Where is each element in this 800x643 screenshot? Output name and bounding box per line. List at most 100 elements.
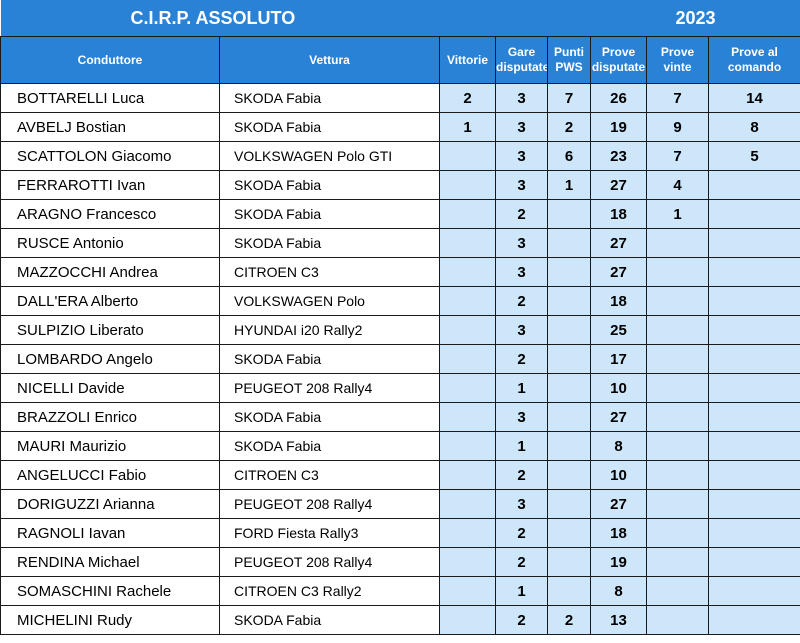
stages-cell: 8 [590,576,648,606]
stages-cell: 27 [590,228,648,258]
races-cell: 1 [495,431,548,461]
wins-cell [439,228,496,258]
stages-won-cell: 7 [646,141,710,171]
table-row: BOTTARELLI Luca SKODA Fabia 2 3 7 26 7 14 [0,83,800,113]
car-cell: SKODA Fabia [219,431,440,461]
pws-cell [546,228,592,258]
stages-lead-cell [708,431,800,461]
col-header-car: Vettura [219,36,440,84]
car-cell: CITROEN C3 [219,460,440,490]
stages-won-cell: 1 [646,199,710,229]
pws-cell: 1 [546,170,592,200]
driver-cell: RUSCE Antonio [0,228,220,258]
table-row: SULPIZIO Liberato HYUNDAI i20 Rally2 3 25 [0,315,800,345]
stages-won-cell [646,460,710,490]
stages-won-cell: 7 [646,83,710,113]
wins-cell [439,605,496,635]
stages-lead-cell [708,518,800,548]
driver-cell: LOMBARDO Angelo [0,344,220,374]
stages-won-cell: 9 [646,112,710,142]
table-row: AVBELJ Bostian SKODA Fabia 1 3 2 19 9 8 [0,112,800,142]
driver-cell: MAZZOCCHI Andrea [0,257,220,287]
stages-lead-cell [708,547,800,577]
car-cell: PEUGEOT 208 Rally4 [219,373,440,403]
col-header-stages-won: Prove vinte [646,36,710,84]
car-cell: SKODA Fabia [219,112,440,142]
car-cell: SKODA Fabia [219,228,440,258]
pws-cell [546,431,592,461]
stages-won-cell [646,576,710,606]
wins-cell [439,199,496,229]
stages-lead-cell: 14 [708,83,800,113]
stages-won-cell [646,344,710,374]
car-cell: PEUGEOT 208 Rally4 [219,489,440,519]
car-cell: VOLKSWAGEN Polo GTI [219,141,440,171]
header-row: Conduttore Vettura Vittorie Gare disputa… [0,36,800,84]
pws-cell: 2 [546,605,592,635]
races-cell: 3 [495,141,548,171]
table-row: ANGELUCCI Fabio CITROEN C3 2 10 [0,460,800,490]
races-cell: 2 [495,286,548,316]
pws-cell: 6 [546,141,592,171]
car-cell: SKODA Fabia [219,199,440,229]
table-body: BOTTARELLI Luca SKODA Fabia 2 3 7 26 7 14 AVBELJ… [0,83,800,635]
driver-cell: ARAGNO Francesco [0,199,220,229]
driver-cell: ANGELUCCI Fabio [0,460,220,490]
pws-cell [546,547,592,577]
pws-cell [546,373,592,403]
stages-lead-cell [708,402,800,432]
wins-cell [439,257,496,287]
races-cell: 3 [495,489,548,519]
pws-cell [546,489,592,519]
wins-cell [439,460,496,490]
races-cell: 3 [495,83,548,113]
pws-cell [546,518,592,548]
table-row: SCATTOLON Giacomo VOLKSWAGEN Polo GTI 3 6 23… [0,141,800,171]
car-cell: SKODA Fabia [219,344,440,374]
driver-cell: MICHELINI Rudy [0,605,220,635]
table-row: MAURI Maurizio SKODA Fabia 1 8 [0,431,800,461]
races-cell: 3 [495,315,548,345]
wins-cell [439,344,496,374]
table-row: NICELLI Davide PEUGEOT 208 Rally4 1 10 [0,373,800,403]
title-row: C.I.R.P. ASSOLUTO 2023 [0,0,800,37]
stages-won-cell [646,431,710,461]
stages-cell: 27 [590,257,648,287]
car-cell: PEUGEOT 208 Rally4 [219,547,440,577]
table-row: RENDINA Michael PEUGEOT 208 Rally4 2 19 [0,547,800,577]
stages-won-cell [646,286,710,316]
wins-cell [439,547,496,577]
wins-cell [439,141,496,171]
pws-cell [546,576,592,606]
table-row: FERRAROTTI Ivan SKODA Fabia 3 1 27 4 [0,170,800,200]
stages-cell: 18 [590,518,648,548]
races-cell: 1 [495,576,548,606]
table-row: RAGNOLI Iavan FORD Fiesta Rally3 2 18 [0,518,800,548]
races-cell: 2 [495,605,548,635]
stages-lead-cell [708,460,800,490]
races-cell: 2 [495,344,548,374]
table-row: DORIGUZZI Arianna PEUGEOT 208 Rally4 3 27 [0,489,800,519]
stages-lead-cell [708,605,800,635]
stages-lead-cell: 8 [708,112,800,142]
col-header-stages: Prove disputate [590,36,648,84]
stages-won-cell [646,605,710,635]
col-header-stages-lead: Prove al comando [708,36,800,84]
pws-cell [546,344,592,374]
car-cell: VOLKSWAGEN Polo [219,286,440,316]
wins-cell [439,431,496,461]
car-cell: SKODA Fabia [219,402,440,432]
table-row: RUSCE Antonio SKODA Fabia 3 27 [0,228,800,258]
stages-lead-cell [708,373,800,403]
stages-lead-cell [708,257,800,287]
pws-cell [546,315,592,345]
races-cell: 2 [495,199,548,229]
driver-cell: SCATTOLON Giacomo [0,141,220,171]
driver-cell: DALL'ERA Alberto [0,286,220,316]
races-cell: 3 [495,228,548,258]
championship-title: C.I.R.P. ASSOLUTO [0,0,591,37]
stages-lead-cell: 5 [708,141,800,171]
stages-cell: 23 [590,141,648,171]
wins-cell [439,286,496,316]
